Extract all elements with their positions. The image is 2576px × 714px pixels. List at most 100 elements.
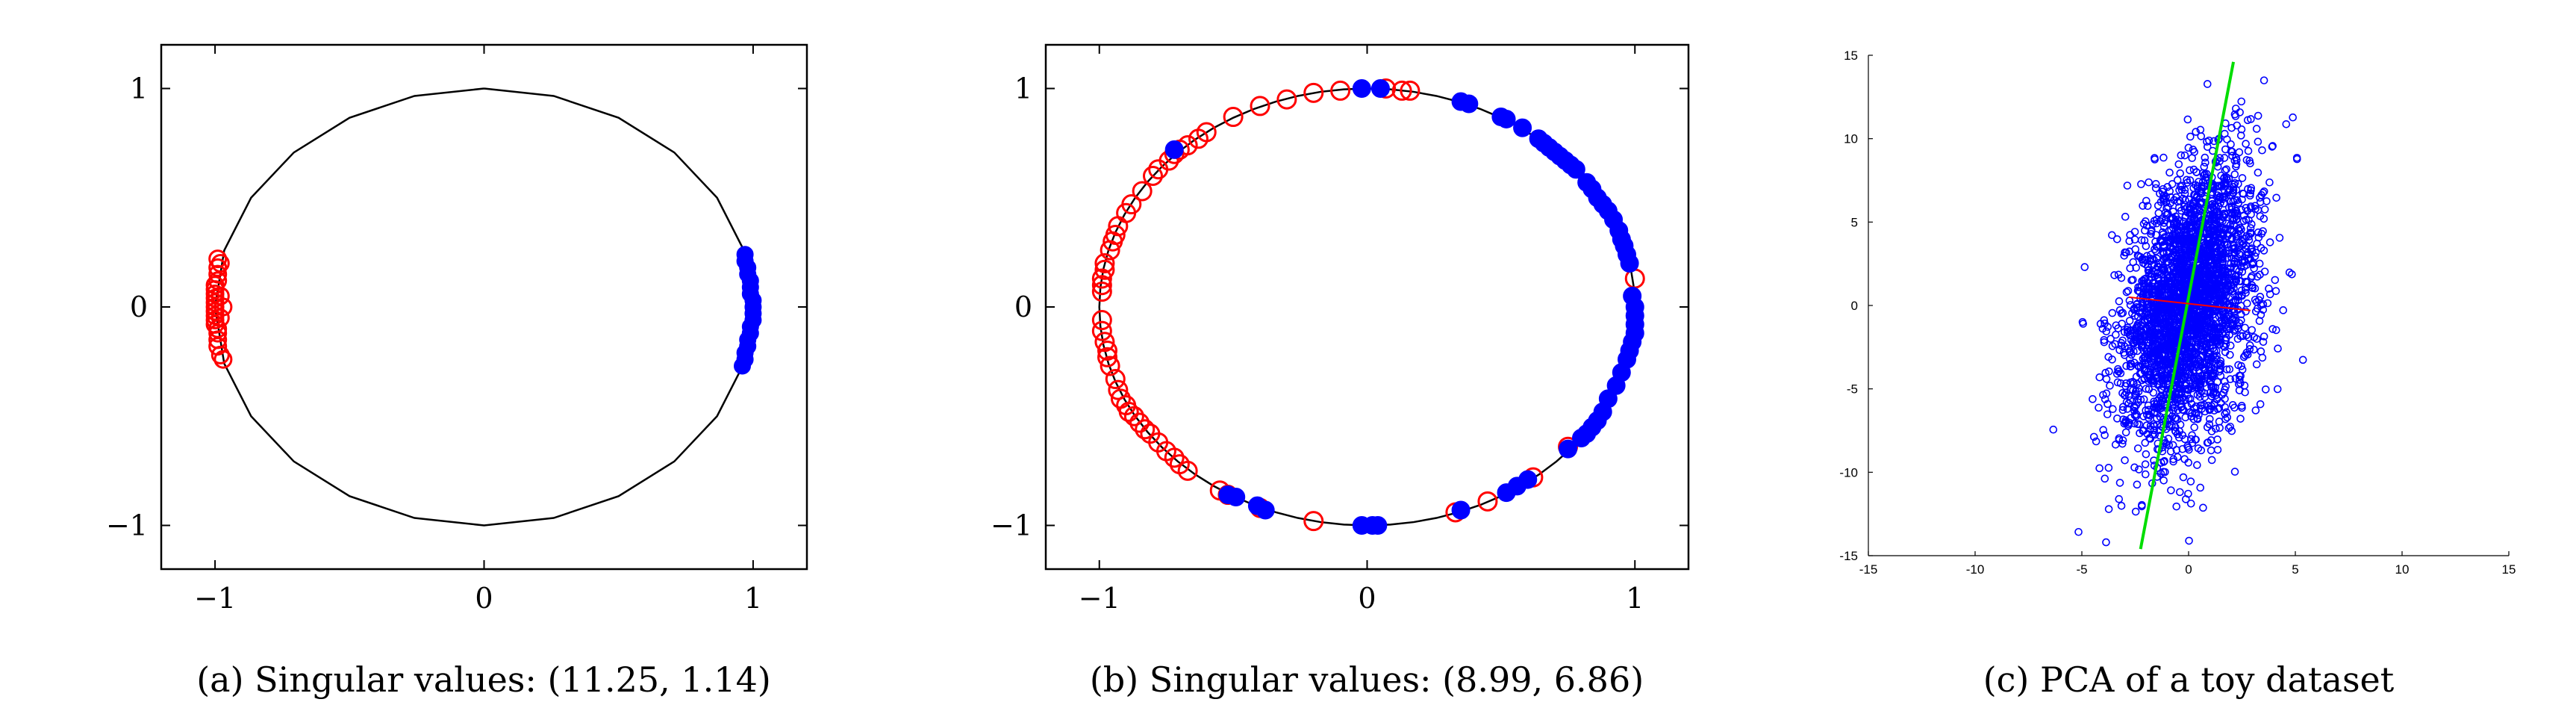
cloud-point [2192,323,2201,332]
cloud-point [2192,327,2201,335]
cloud-point [2159,153,2168,162]
cloud-point [2230,170,2239,178]
cloud-point [2101,395,2109,403]
cloud-point [2200,162,2209,171]
cloud-point [2220,192,2229,200]
cloud-point [2257,229,2266,238]
cloud-point [2132,302,2141,311]
cloud-point [2174,225,2182,234]
cloud-point [2228,234,2236,243]
cloud-point [2206,217,2215,226]
cloud-point [2185,205,2194,213]
cloud-point [2251,406,2260,415]
cloud-point [2120,391,2129,400]
cloud-point [2204,289,2212,297]
red-point [1097,347,1118,367]
cloud-point [2227,124,2236,132]
cloud-point [2243,299,2251,308]
cloud-point [2192,336,2201,344]
cloud-point [2116,369,2125,378]
cloud-point [2142,411,2151,419]
secondary-axis-line [2128,296,2251,311]
cloud-point [2241,388,2249,397]
cloud-point [2177,402,2186,411]
red-point [1477,491,1498,512]
red-point [1135,419,1156,440]
cloud-point [2199,503,2207,512]
cloud-point [2181,222,2189,231]
cloud-point [2183,441,2192,450]
cloud-point [2180,406,2188,415]
cloud-point [2133,304,2142,313]
cloud-point [2118,336,2127,345]
cloud-point [2099,426,2108,434]
cloud-point [2233,335,2242,344]
cloud-point [2259,188,2268,197]
cloud-point [2121,428,2130,437]
cloud-point [2193,391,2202,399]
cloud-point [2164,366,2173,375]
cloud-point [2213,435,2221,444]
cloud-point [2242,215,2251,224]
x-tick-label: −1 [1079,582,1120,615]
cloud-point [2156,279,2165,288]
cloud-point [2186,132,2195,141]
cloud-point [2216,357,2225,365]
cloud-point [2259,305,2268,314]
cloud-point [2154,364,2162,373]
blue-point [1352,516,1371,535]
cloud-point [2228,209,2236,218]
cloud-point [2223,413,2232,422]
cloud-point [2142,385,2151,393]
y-tick-label: −1 [991,509,1032,542]
cloud-point [2122,397,2131,406]
cloud-point [2252,297,2261,306]
cloud-point [2154,381,2162,389]
cloud-point [2263,299,2272,308]
cloud-point [2102,538,2110,547]
cloud-point [2188,247,2197,256]
cloud-point [2213,243,2221,252]
red-point [1105,369,1126,390]
cloud-point [2139,360,2147,369]
cloud-point [2118,436,2127,444]
cloud-point [2212,306,2220,315]
cloud-point [2180,151,2189,160]
cloud-point [2134,312,2142,321]
cloud-point [2220,173,2229,181]
cloud-point [2248,281,2257,290]
cloud-point [2228,152,2236,160]
cloud-point [2235,226,2244,235]
cloud-point [2230,245,2238,253]
cloud-point [2188,384,2197,393]
cloud-point [2186,499,2195,508]
cloud-point [2089,395,2097,403]
cloud-point [2219,341,2228,350]
x-tick-label: -5 [2076,562,2087,577]
x-tick-label: 1 [1626,582,1644,615]
cloud-point [2101,319,2109,328]
cloud-point [2235,319,2244,327]
cloud-point [2268,325,2277,333]
cloud-point [2184,459,2193,467]
cloud-point [2238,403,2246,412]
cloud-point [2255,296,2263,305]
cloud-point [2171,394,2179,403]
cloud-point [2118,406,2127,415]
blue-point [734,357,751,375]
cloud-point [2204,401,2212,410]
cloud-point [2244,333,2253,342]
cloud-point [2285,268,2294,277]
cloud-point [2195,389,2204,397]
red-point [1276,89,1297,110]
cloud-point [2133,444,2142,453]
cloud-point [2176,488,2184,497]
cloud-point [2165,168,2174,177]
cloud-point [2203,143,2212,151]
cloud-point [2221,145,2230,154]
cloud-point [2257,311,2265,319]
cloud-point [2230,403,2239,412]
cloud-point [2221,377,2229,386]
cloud-point [2133,347,2142,356]
cloud-point [2136,362,2145,371]
